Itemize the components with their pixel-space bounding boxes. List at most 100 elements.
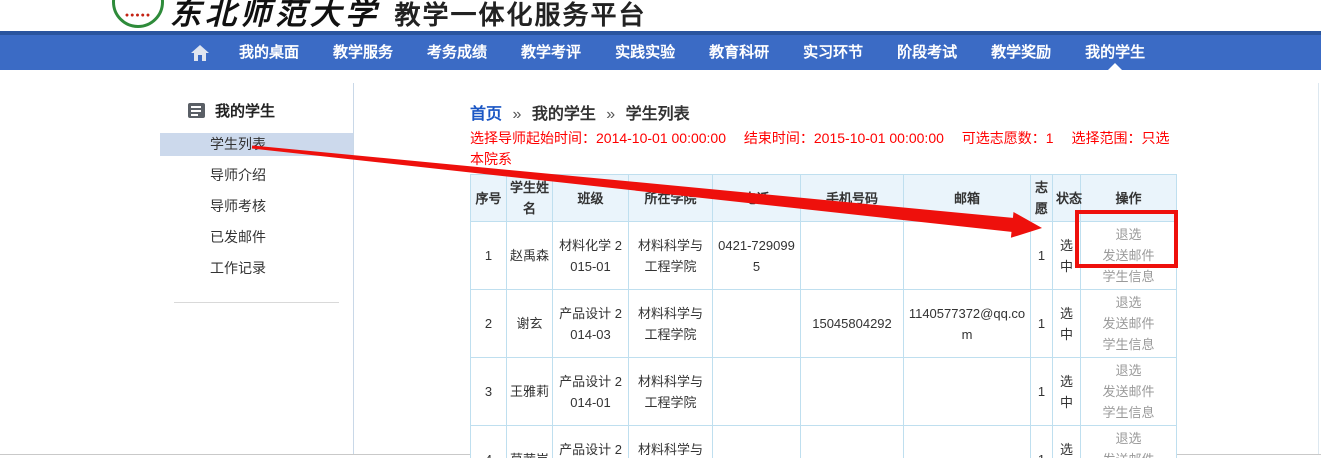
nav-item-awards[interactable]: 教学奖励 (991, 44, 1052, 61)
cell-actions: 退选 发送邮件 学生信息 (1080, 425, 1177, 458)
withdraw-link[interactable]: 退选 (1115, 363, 1142, 378)
cell-email: 1140577372@qq.com (903, 289, 1031, 358)
send-mail-link[interactable]: 发送邮件 (1102, 384, 1155, 399)
university-name: 东北师范大学 (170, 0, 380, 31)
panel-right-border (1318, 83, 1319, 455)
sidebar-item-work-record[interactable]: 工作记录 (210, 260, 266, 276)
cell-phone: 0421-7290995 (712, 221, 801, 290)
cell-phone (712, 289, 801, 358)
cell-wish: 1 (1030, 425, 1053, 458)
col-header-phone: 电话 (712, 174, 801, 222)
breadcrumb-separator: » (512, 106, 522, 123)
nav-item-stage-exam[interactable]: 阶段考试 (897, 44, 958, 61)
top-banner: ●●●●● 东北师范大学 教学一体化服务平台 (0, 0, 1321, 32)
sidebar-bottom-divider (174, 302, 339, 303)
cell-status: 选中 (1052, 357, 1081, 426)
cell-email (903, 357, 1031, 426)
cell-college: 材料科学与工程学院 (628, 289, 713, 358)
nav-item-evaluation[interactable]: 教学考评 (521, 44, 582, 61)
cell-actions: 退选 发送邮件 学生信息 (1080, 221, 1177, 290)
cell-status: 选中 (1052, 289, 1081, 358)
cell-college: 材料科学与工程学院 (628, 221, 713, 290)
nav-item-my-students[interactable]: 我的学生 (1068, 35, 1162, 70)
table-header-row: 序号 学生姓名 班级 所在学院 电话 手机号码 邮箱 志愿 状态 操作 (470, 174, 1177, 222)
home-icon-glyph (191, 44, 209, 61)
site-title: 东北师范大学 教学一体化服务平台 (170, 0, 646, 33)
table-row: 2 谢玄 产品设计 2014-03 材料科学与工程学院 15045804292 … (470, 289, 1177, 358)
sidebar-item-tutor-assessment[interactable]: 导师考核 (210, 198, 266, 214)
tutor-selection-notice: 选择导师起始时间：2014-10-01 00:00:00 结束时间：2015-1… (470, 130, 1170, 167)
breadcrumb: 首页 » 我的学生 » 学生列表 (470, 100, 1174, 124)
cell-index: 3 (470, 357, 507, 426)
student-info-link[interactable]: 学生信息 (1102, 269, 1155, 284)
cell-mobile (800, 357, 904, 426)
send-mail-link[interactable]: 发送邮件 (1102, 248, 1155, 263)
col-header-name: 学生姓名 (506, 174, 553, 222)
withdraw-link[interactable]: 退选 (1115, 295, 1142, 310)
sidebar-item-student-list[interactable]: 学生列表 (160, 133, 353, 156)
cell-status: 选中 (1052, 221, 1081, 290)
cell-mobile (800, 425, 904, 458)
cell-class: 材料化学 2015-01 (552, 221, 629, 290)
cell-wish: 1 (1030, 221, 1053, 290)
cell-index: 1 (470, 221, 507, 290)
sidebar-header: 我的学生 (160, 100, 353, 121)
sidebar-item-sent-mail[interactable]: 已发邮件 (210, 229, 266, 245)
nav-item-exams[interactable]: 考务成绩 (427, 44, 488, 61)
breadcrumb-separator: » (606, 106, 616, 123)
send-mail-link[interactable]: 发送邮件 (1102, 452, 1154, 458)
table-row: 1 赵禹森 材料化学 2015-01 材料科学与工程学院 0421-729099… (470, 221, 1177, 290)
nav-item-practice[interactable]: 实践实验 (615, 44, 676, 61)
sidebar: 我的学生 学生列表 导师介绍 导师考核 已发邮件 工作记录 (160, 100, 353, 303)
sidebar-item-tutor-intro[interactable]: 导师介绍 (210, 167, 266, 183)
cell-class: 产品设计 2014-03 (552, 425, 629, 458)
table-row: 4 莫茜岚 产品设计 2014-03 材料科学与工程学院 1 选中 退选 发送邮… (470, 425, 1177, 458)
send-mail-link[interactable]: 发送邮件 (1102, 316, 1155, 331)
nav-item-research[interactable]: 教育科研 (709, 44, 770, 61)
university-logo: ●●●●● (112, 0, 164, 28)
col-header-class: 班级 (552, 174, 629, 222)
cell-name: 谢玄 (506, 289, 553, 358)
nav-item-desktop[interactable]: 我的桌面 (239, 44, 300, 61)
home-icon[interactable] (178, 35, 222, 70)
col-header-mobile: 手机号码 (800, 174, 904, 222)
student-table: 序号 学生姓名 班级 所在学院 电话 手机号码 邮箱 志愿 状态 操作 1 赵禹… (470, 174, 1177, 458)
student-info-link[interactable]: 学生信息 (1102, 337, 1155, 352)
col-header-college: 所在学院 (628, 174, 713, 222)
cell-mobile (800, 221, 904, 290)
nav-item-internship[interactable]: 实习环节 (803, 44, 864, 61)
cell-email (903, 221, 1031, 290)
cell-email (903, 425, 1031, 458)
nav-item-teaching[interactable]: 教学服务 (333, 44, 394, 61)
sidebar-title: 我的学生 (215, 103, 276, 120)
col-header-index: 序号 (470, 174, 507, 222)
breadcrumb-home-link[interactable]: 首页 (470, 106, 503, 123)
breadcrumb-level1: 我的学生 (531, 106, 596, 123)
cell-status: 选中 (1052, 425, 1081, 458)
cell-actions: 退选 发送邮件 学生信息 (1080, 289, 1177, 358)
cell-name: 王雅莉 (506, 357, 553, 426)
col-header-status: 状态 (1052, 174, 1082, 222)
cell-class: 产品设计 2014-03 (552, 289, 629, 358)
cell-name: 赵禹森 (506, 221, 553, 290)
cell-wish: 1 (1030, 289, 1053, 358)
cell-actions: 退选 发送邮件 学生信息 (1080, 357, 1177, 426)
col-header-wish: 志愿 (1030, 174, 1053, 222)
cell-class: 产品设计 2014-01 (552, 357, 629, 426)
student-info-link[interactable]: 学生信息 (1102, 405, 1155, 420)
main-content: 首页 » 我的学生 » 学生列表 选择导师起始时间：2014-10-01 00:… (470, 100, 1177, 458)
cell-college: 材料科学与工程学院 (628, 357, 713, 426)
cell-index: 4 (470, 425, 507, 458)
withdraw-link[interactable]: 退选 (1115, 227, 1142, 242)
cell-index: 2 (470, 289, 507, 358)
cell-mobile: 15045804292 (800, 289, 904, 358)
cell-college: 材料科学与工程学院 (628, 425, 713, 458)
cell-phone (712, 357, 801, 426)
withdraw-link[interactable]: 退选 (1115, 431, 1142, 446)
platform-name: 教学一体化服务平台 (394, 0, 647, 30)
cell-wish: 1 (1030, 357, 1053, 426)
sidebar-divider-line (353, 83, 354, 455)
col-header-email: 邮箱 (903, 174, 1031, 222)
cell-phone (712, 425, 801, 458)
breadcrumb-level2: 学生列表 (625, 106, 690, 123)
